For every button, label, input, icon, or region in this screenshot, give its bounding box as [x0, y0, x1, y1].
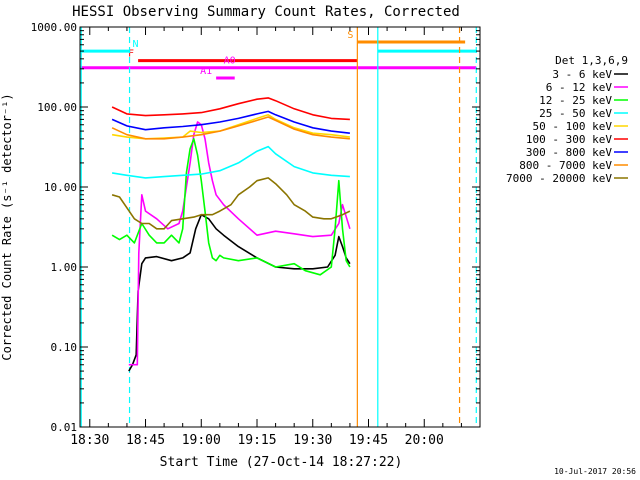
legend-label: 50 - 100 keV — [533, 120, 613, 133]
flag-layer: NF S A0 A1 — [80, 30, 477, 80]
y-axis-label: Corrected Count Rate (s⁻¹ detector⁻¹) — [0, 93, 14, 360]
legend-title: Det 1,3,6,9 — [555, 54, 628, 67]
legend-label: 3 - 6 keV — [552, 68, 612, 81]
generation-date: 10-Jul-2017 20:56 — [554, 467, 636, 476]
y-tick-label: 0.01 — [51, 421, 78, 434]
series-line-9 — [111, 177, 351, 230]
flag-label-a1: A1 — [200, 66, 212, 77]
x-tick-label: 18:30 — [70, 433, 109, 448]
chart-title: HESSI Observing Summary Count Rates, Cor… — [72, 4, 460, 20]
plot-area: NF S A0 A1 — [80, 27, 477, 427]
series-line-6 — [111, 97, 350, 121]
vertical-line-layer — [80, 27, 477, 427]
y-tick-label: 100.00 — [37, 101, 77, 114]
flag-label-n: N — [133, 39, 139, 50]
flag-label-f: F — [128, 49, 134, 60]
legend-label: 7000 - 20000 keV — [506, 172, 612, 185]
x-tick-label: 19:00 — [182, 433, 221, 448]
x-axis: 18:30 18:45 19:00 19:15 19:30 19:45 20:00 — [70, 27, 462, 448]
flag-label-a0: A0 — [224, 56, 236, 67]
series-line-3 — [111, 138, 351, 276]
legend-label: 25 - 50 keV — [539, 107, 612, 120]
y-tick-label: 0.10 — [51, 341, 78, 354]
legend-label: 100 - 300 keV — [526, 133, 612, 146]
x-tick-label: 19:30 — [293, 433, 332, 448]
plot-frame — [79, 26, 481, 428]
series-line-7 — [111, 110, 350, 134]
y-tick-label: 1000.00 — [31, 21, 77, 34]
flag-label-s: S — [347, 30, 353, 41]
series-line-4 — [111, 145, 350, 179]
x-tick-label: 19:45 — [349, 433, 388, 448]
series-line-8 — [111, 116, 350, 140]
x-tick-label: 20:00 — [405, 433, 444, 448]
y-tick-label: 1.00 — [51, 261, 78, 274]
y-tick-label: 10.00 — [44, 181, 77, 194]
x-tick-label: 18:45 — [126, 433, 165, 448]
x-axis-label: Start Time (27-Oct-14 18:27:22) — [160, 455, 403, 470]
legend-label: 300 - 800 keV — [526, 146, 612, 159]
x-tick-label: 19:15 — [237, 433, 276, 448]
legend-label: 6 - 12 keV — [546, 81, 613, 94]
legend-label: 12 - 25 keV — [539, 94, 612, 107]
series-layer — [111, 97, 351, 372]
series-line-1 — [128, 213, 351, 372]
y-axis: 0.01 0.10 1.00 10.00 100.00 1000.00 — [31, 21, 480, 434]
legend-label: 800 - 7000 keV — [519, 159, 612, 172]
